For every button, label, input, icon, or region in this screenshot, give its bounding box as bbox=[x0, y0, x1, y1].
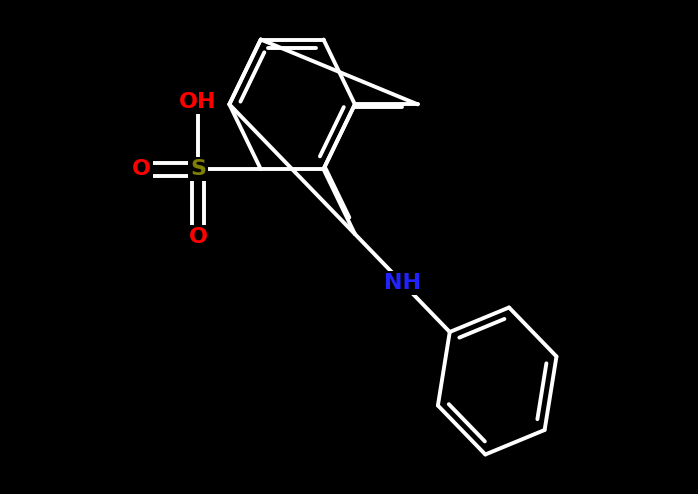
Text: OH: OH bbox=[179, 92, 217, 112]
Text: S: S bbox=[190, 159, 206, 179]
Text: NH: NH bbox=[384, 273, 421, 293]
Text: O: O bbox=[188, 227, 207, 247]
Text: O: O bbox=[132, 159, 151, 179]
